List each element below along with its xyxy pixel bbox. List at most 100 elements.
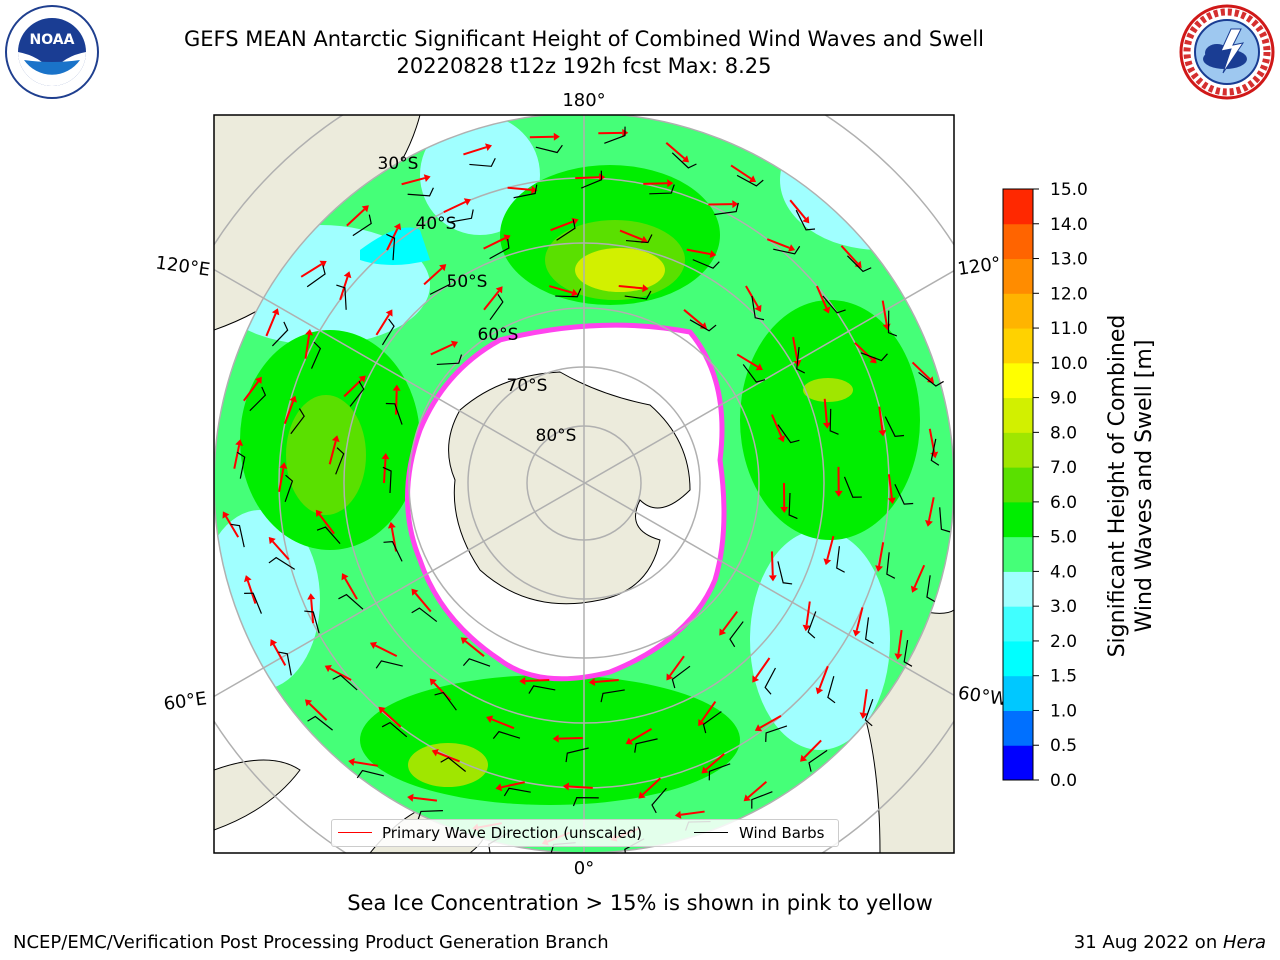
wave-direction-arrow (550, 220, 574, 232)
wave-direction-arrowhead (304, 699, 313, 707)
wave-direction-arrow (897, 629, 903, 654)
wave-direction-arrowhead (439, 264, 447, 272)
wave-direction-arrowhead (519, 676, 526, 685)
sea-ice-caption: Sea Ice Concentration > 15% is shown in … (347, 891, 933, 915)
wave-direction-arrow (770, 551, 774, 576)
colorbar-tick-label: 7.0 (1050, 458, 1077, 478)
wind-barb (572, 797, 599, 807)
colorbar-tick-label: 1.0 (1050, 701, 1077, 721)
wind-barb (764, 667, 777, 695)
wind-barb (436, 354, 463, 366)
graticule (214, 115, 954, 853)
wind-barb (689, 319, 717, 332)
wind-barb (307, 715, 333, 731)
colorbar-bin (1003, 293, 1033, 329)
colorbar-tick-label: 4.0 (1050, 562, 1077, 582)
wind-barb (449, 209, 474, 223)
wave-direction-arrowhead (486, 715, 494, 723)
wave-direction-arrow (730, 164, 752, 180)
colorbar-tick-label: 6.0 (1050, 493, 1077, 513)
colorbar-bin (1003, 432, 1033, 468)
wave-direction-arrowhead (268, 537, 276, 545)
wind-barb (751, 295, 765, 321)
wave-direction-arrow (265, 313, 277, 337)
lon-label-0: 0° (574, 858, 594, 879)
wind-barb (271, 321, 289, 347)
wind-barb (375, 660, 403, 669)
wind-barb (887, 310, 898, 337)
wave-direction-arrow (754, 657, 771, 679)
wave-direction-arrowhead (341, 573, 349, 581)
wave-direction-arrow (840, 245, 859, 265)
colorbar-bin (1003, 536, 1033, 572)
wind-barb (316, 526, 341, 545)
wave-direction-arrow (346, 208, 366, 227)
wave-direction-arrowhead (666, 673, 674, 681)
wave-direction-arrowhead (331, 435, 340, 443)
wave-direction-arrowhead (324, 665, 332, 673)
wave-direction-arrowhead (709, 250, 717, 258)
colorbar-bin (1003, 328, 1033, 364)
wave-direction-arrowhead (378, 706, 386, 714)
wave-direction-arrow (278, 467, 285, 492)
wave-direction-arrow (669, 655, 685, 677)
wave-direction-arrowhead (385, 309, 393, 317)
wave-direction-arrow (686, 248, 711, 256)
wave-direction-arrowhead (834, 490, 843, 497)
wind-barb (352, 214, 372, 237)
wind-barb (729, 621, 744, 648)
lat-label-30s: 30°S (378, 154, 419, 174)
colorbar-tick-label: 14.0 (1050, 215, 1088, 235)
wave-direction-arrow (927, 497, 935, 522)
wind-barb (513, 184, 538, 199)
wave-direction-arrow (401, 177, 426, 186)
wind-barb (304, 610, 320, 634)
wave-direction-arrowhead (752, 675, 760, 683)
wind-barb (926, 575, 936, 603)
wind-barb (411, 607, 438, 623)
wave-direction-arrow (594, 678, 619, 683)
wind-barb (338, 593, 364, 610)
noaa-logo-icon: NOAA (5, 5, 99, 99)
wave-direction-arrow (683, 309, 704, 326)
legend-swatch-wind-barbs (694, 832, 728, 833)
wave-direction-arrow (414, 592, 432, 613)
wind-barb (918, 371, 944, 387)
wave-direction-arrow (630, 728, 653, 742)
wave-direction-arrow (501, 781, 525, 789)
wave-direction-arrow (558, 736, 583, 740)
wave-direction-arrowhead (642, 284, 649, 293)
wind-barb (822, 295, 846, 314)
wave-direction-arrowhead (910, 585, 919, 593)
wave-direction-arrowhead (698, 718, 705, 727)
wave-direction-arrow (805, 601, 811, 626)
wave-direction-arrowhead (387, 521, 396, 529)
wave-direction-arrow (491, 718, 515, 730)
wave-direction-arrow (643, 182, 668, 185)
footer-date: 31 Aug 2022 on Hera (1074, 932, 1266, 953)
wind-barb (604, 126, 626, 144)
colorbar-tick-label: 0.0 (1050, 771, 1077, 791)
wave-direction-arrow (548, 285, 573, 294)
wave-direction-arrowhead (878, 429, 887, 437)
wave-direction-arrowhead (748, 175, 757, 183)
wind-barb (903, 639, 913, 667)
wave-direction-arrowhead (667, 179, 674, 188)
lat-label-80s: 80°S (536, 426, 577, 446)
wind-barb (268, 556, 296, 570)
wind-barb (777, 561, 793, 585)
wave-direction-arrowhead (823, 558, 832, 566)
wind-barb (773, 245, 801, 255)
wave-direction-arrow (374, 644, 398, 657)
wind-barb (625, 234, 653, 244)
colorbar-bin (1003, 189, 1033, 225)
wave-direction-arrowhead (780, 506, 789, 513)
colorbar-tick-label: 10.0 (1050, 354, 1088, 374)
wind-barb (381, 721, 408, 738)
wave-direction-arrow (826, 535, 835, 560)
wave-direction-arrowhead (638, 791, 646, 799)
wave-direction-arrowhead (495, 286, 503, 294)
wave-direction-arrow (855, 607, 864, 631)
wave-direction-arrow (575, 176, 600, 180)
